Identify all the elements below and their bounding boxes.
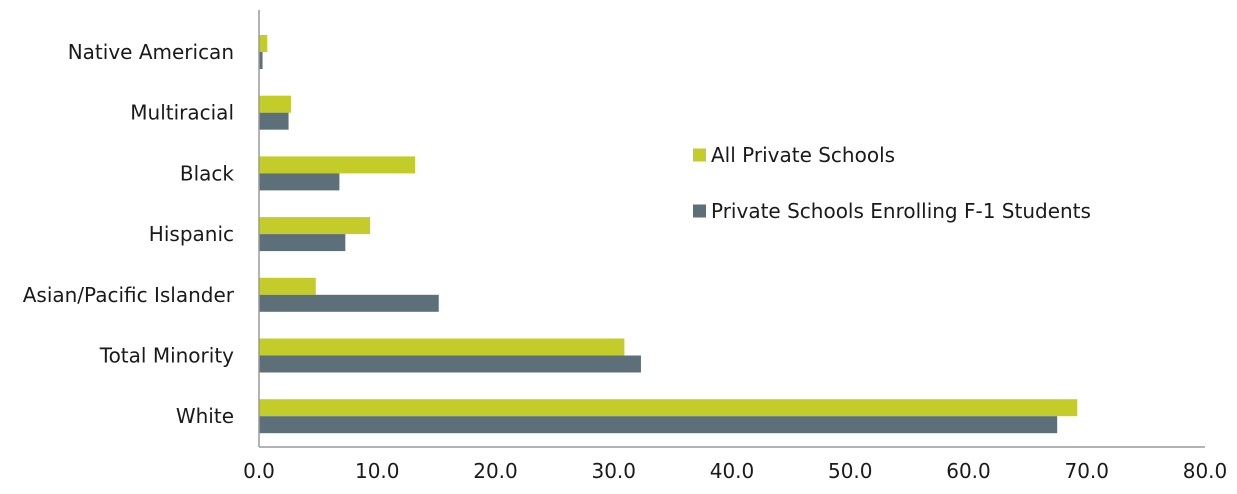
- bar-all-private-4: [259, 277, 316, 295]
- bar-all-private-1: [259, 95, 291, 113]
- bar-all-private-3: [259, 217, 371, 235]
- category-label: Asian/Pacific Islander: [23, 283, 235, 307]
- x-tick-label: 20.0: [473, 459, 518, 483]
- bars-group: [259, 35, 1078, 434]
- category-label: Multiracial: [130, 101, 234, 125]
- bar-all-private-5: [259, 338, 625, 356]
- category-labels: Native American Multiracial Black Hispanic A…: [23, 40, 235, 428]
- bar-f1-enrolling-1: [259, 112, 289, 130]
- bar-all-private-6: [259, 399, 1078, 417]
- bar-f1-enrolling-3: [259, 234, 346, 252]
- bar-f1-enrolling-4: [259, 294, 439, 312]
- category-label: Native American: [68, 40, 234, 64]
- bar-f1-enrolling-5: [259, 355, 641, 373]
- x-tick-label: 0.0: [243, 459, 275, 483]
- x-tick-label: 60.0: [946, 459, 991, 483]
- category-label: White: [176, 404, 234, 428]
- bar-f1-enrolling-2: [259, 173, 340, 191]
- x-tick-label: 80.0: [1183, 459, 1228, 483]
- bar-f1-enrolling-6: [259, 416, 1058, 434]
- legend: All Private Schools Private Schools Enrol…: [693, 143, 1091, 223]
- legend-label: All Private Schools: [711, 143, 895, 167]
- x-tick-label: 50.0: [828, 459, 873, 483]
- x-tick-labels: 0.0 10.0 20.0 30.0 40.0 50.0 60.0 70.0 80.0: [243, 459, 1227, 483]
- category-label: Total Minority: [99, 344, 234, 368]
- bar-all-private-0: [259, 35, 268, 52]
- category-label: Hispanic: [149, 222, 234, 246]
- x-tick-label: 70.0: [1064, 459, 1109, 483]
- x-tick-label: 30.0: [591, 459, 636, 483]
- x-tick-label: 10.0: [355, 459, 400, 483]
- bar-f1-enrolling-0: [259, 52, 263, 69]
- legend-swatch: [693, 148, 706, 162]
- legend-label: Private Schools Enrolling F-1 Students: [711, 199, 1091, 223]
- x-tick-label: 40.0: [710, 459, 755, 483]
- legend-swatch: [693, 204, 706, 218]
- bar-all-private-2: [259, 156, 416, 174]
- category-label: Black: [180, 161, 235, 185]
